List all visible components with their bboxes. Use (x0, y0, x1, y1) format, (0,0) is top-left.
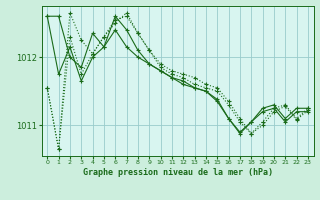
X-axis label: Graphe pression niveau de la mer (hPa): Graphe pression niveau de la mer (hPa) (83, 168, 273, 177)
